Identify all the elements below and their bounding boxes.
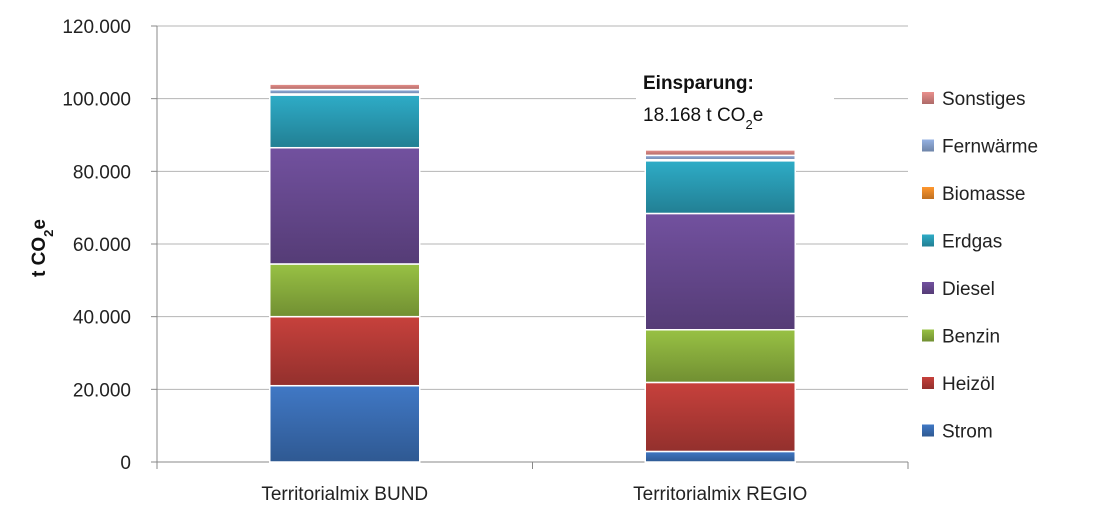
legend-label: Erdgas [942, 232, 1002, 253]
bar-segment-heizöl [269, 315, 421, 387]
y-tick-label: 100.000 [62, 90, 131, 111]
y-tick-label: 120.000 [62, 17, 131, 38]
bar-segment-sonstiges [269, 83, 421, 91]
y-axis-label: t CO2e [29, 219, 56, 277]
bar-segment-erdgas [269, 94, 421, 149]
legend-swatch [922, 282, 934, 294]
y-tick-label: 60.000 [73, 235, 131, 256]
bar-segment-benzin [644, 328, 796, 384]
bar-segment-diesel [644, 212, 796, 331]
legend-label: Biomasse [942, 184, 1025, 205]
x-category-label: Territorialmix BUND [261, 484, 428, 505]
legend-swatch [922, 139, 934, 152]
legend-label: Fernwärme [942, 137, 1038, 158]
bar-segment-strom [269, 384, 421, 463]
bar-segment-benzin [269, 263, 421, 318]
y-tick-label: 80.000 [73, 162, 131, 183]
bar-segment-diesel [269, 146, 421, 265]
y-tick-label: 0 [120, 453, 131, 474]
legend-label: Heizöl [942, 374, 995, 395]
bar-segment-erdgas [644, 160, 796, 215]
bar-segment-sonstiges [644, 149, 796, 157]
bar-segment-strom [644, 450, 796, 463]
legend-swatch [922, 377, 934, 389]
legend-swatch [922, 234, 934, 247]
x-category-labels: Territorialmix BUND Territorialmix REGIO [261, 484, 807, 505]
legend: Sonstiges Fernwärme Biomasse Erdgas Diesel Be… [922, 89, 1038, 443]
legend-label: Strom [942, 422, 993, 443]
legend-swatch [922, 424, 934, 437]
bar-stacks [269, 83, 796, 463]
annotation-value: 18.168 t CO2e [643, 105, 763, 132]
legend-label: Benzin [942, 327, 1000, 348]
legend-swatch [922, 187, 934, 199]
annotation-background [636, 66, 834, 128]
legend-swatch [922, 329, 934, 342]
savings-annotation: Einsparung: 18.168 t CO2e [636, 66, 834, 132]
annotation-title: Einsparung: [643, 73, 754, 94]
legend-label: Sonstiges [942, 89, 1025, 110]
y-tick-labels: 0 20.000 40.000 60.000 80.000 100.000 120.000 [62, 17, 131, 474]
bar-segment-heizöl [644, 381, 796, 453]
legend-swatch [922, 92, 934, 104]
y-tick-label: 40.000 [73, 308, 131, 329]
x-category-label: Territorialmix REGIO [633, 484, 807, 505]
legend-label: Diesel [942, 279, 995, 300]
y-tick-label: 20.000 [73, 380, 131, 401]
